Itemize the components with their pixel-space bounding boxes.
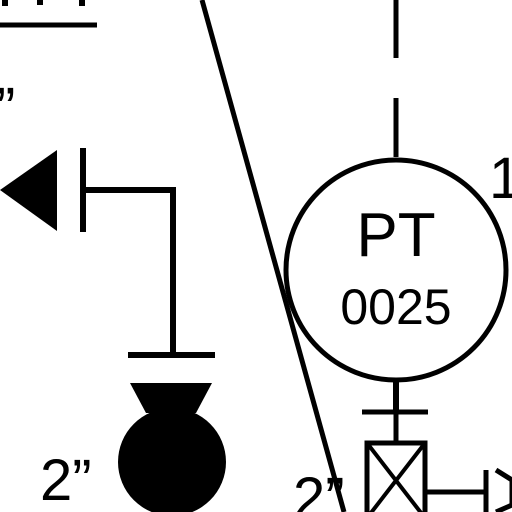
left-arrow-symbol [0,150,57,231]
instrument-tag-number: 0025 [340,279,451,335]
valve-size-label: 2” [293,466,345,512]
instrument-callout: 1 [489,146,512,211]
instrument-bubble [283,157,509,383]
top-left-size-label: ” [0,76,15,141]
top-left-cropped-text [2,0,85,6]
instrument-type-code: PT [356,201,435,270]
pump-body-icon [118,408,226,512]
diagonal-process-line [199,0,347,512]
outlet-arrow-icon [494,467,512,512]
pump-size-label: 2” [40,448,92,512]
pump-discharge-line [83,187,176,355]
isolation-valve-icon [364,440,428,512]
pump-top-funnel [130,383,212,413]
